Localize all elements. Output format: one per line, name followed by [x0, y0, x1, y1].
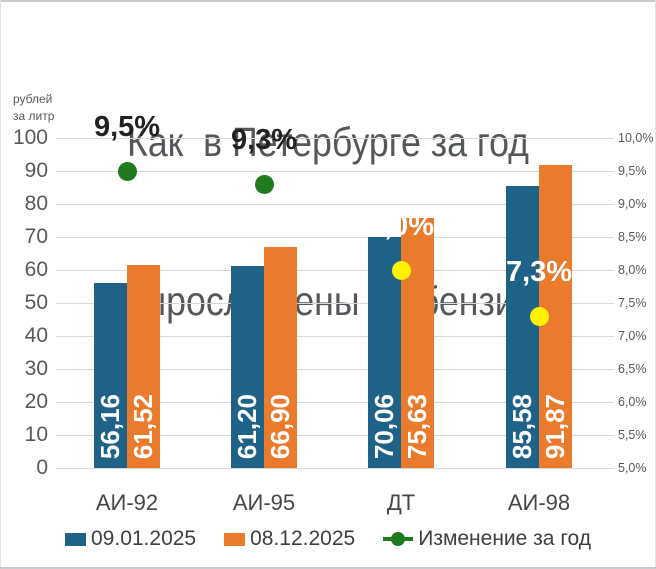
- bar-value-label: 66,90: [265, 393, 295, 459]
- bar-series-2: [401, 218, 434, 468]
- bar-value-label: 61,52: [128, 393, 158, 459]
- right-axis-tick-label: 5,5%: [618, 428, 647, 442]
- bar-value-label: 75,63: [402, 393, 432, 459]
- gridline: [56, 137, 614, 139]
- right-axis-tick-label: 8,0%: [618, 263, 647, 277]
- bottom-border: [0, 567, 656, 569]
- right-axis-tick-label: 9,5%: [618, 164, 647, 178]
- y-axis-tick-label: 90: [24, 159, 48, 182]
- right-axis-tick-label: 9,0%: [618, 197, 647, 211]
- legend-square-icon-jan: [65, 532, 86, 546]
- gridline: [56, 302, 614, 304]
- legend-label-jan: 09.01.2025: [91, 527, 197, 550]
- right-axis-tick-label: 7,5%: [618, 296, 647, 310]
- bar-value-label: 85,58: [507, 393, 537, 459]
- category-label: АИ-95: [232, 490, 296, 515]
- bar-value-label: 61,20: [232, 393, 262, 459]
- right-axis-tick-label: 6,5%: [618, 362, 647, 376]
- y-axis-unit-line1: рублей: [13, 92, 53, 106]
- left-border: [0, 0, 1, 569]
- y-axis-tick-label: 0: [36, 456, 48, 479]
- change-value-label: 7,3%: [505, 256, 573, 289]
- bar-series-1: [94, 283, 127, 468]
- bar-value-label: 56,16: [95, 393, 125, 459]
- y-axis-tick-label: 10: [24, 423, 48, 446]
- change-value-label: 9,5%: [93, 111, 161, 143]
- y-axis-tick-label: 20: [24, 390, 48, 413]
- category-label: АИ-92: [95, 490, 159, 515]
- right-axis-tick-label: 8,5%: [618, 230, 647, 244]
- y-axis-tick-label: 80: [24, 192, 48, 215]
- legend-dot-icon: [391, 532, 406, 546]
- legend-item-change: Изменение за год: [383, 527, 591, 551]
- bar-series-1: [231, 266, 264, 468]
- gridline: [56, 434, 614, 436]
- legend-label-change: Изменение за год: [418, 527, 591, 550]
- legend-line-dot-icon: [383, 532, 414, 546]
- y-axis-tick-label: 100: [12, 126, 48, 149]
- y-axis-tick-label: 40: [24, 324, 48, 347]
- y-axis-unit-line2: за литр: [13, 109, 55, 123]
- bar-value-label: 91,87: [540, 393, 570, 459]
- y-axis-tick-label: 60: [24, 258, 48, 281]
- gridline: [56, 269, 614, 271]
- right-axis-tick-label: 5,0%: [618, 461, 647, 475]
- gridline: [56, 401, 614, 403]
- bar-series-2: [264, 247, 297, 468]
- y-axis-tick-label: 50: [24, 291, 48, 314]
- gridline: [56, 203, 614, 205]
- y-axis-unit-label: рублей за литр: [13, 91, 54, 125]
- change-dot: [391, 260, 411, 280]
- bar-series-1: [506, 186, 539, 468]
- top-border: [0, 0, 656, 2]
- legend: 09.01.2025 08.12.2025 Изменение за год: [0, 527, 656, 551]
- category-label: АИ-98: [507, 490, 571, 515]
- gridline: [56, 335, 614, 337]
- legend-item-series-dec: 08.12.2025: [224, 527, 355, 551]
- change-dot: [254, 174, 274, 194]
- change-value-label: 9,3%: [230, 124, 298, 157]
- y-axis-tick-label: 30: [24, 357, 48, 380]
- right-axis-tick-label: 7,0%: [618, 329, 647, 343]
- gridline: [56, 236, 614, 238]
- legend-label-dec: 08.12.2025: [250, 527, 356, 550]
- gridline: [56, 170, 614, 172]
- gridline: [56, 368, 614, 370]
- y-axis-tick-label: 70: [24, 225, 48, 248]
- change-dot: [529, 306, 549, 326]
- chart-title-line1: Как в Петербурге за год: [127, 119, 529, 165]
- right-axis-tick-label: 10,0%: [618, 131, 654, 145]
- category-label: ДТ: [386, 490, 416, 515]
- legend-square-icon-dec: [224, 532, 246, 546]
- change-value-label: 8,0%: [367, 210, 435, 242]
- legend-item-series-jan: 09.01.2025: [65, 527, 196, 551]
- right-axis-tick-label: 6,0%: [618, 395, 647, 409]
- gridline: [56, 467, 614, 469]
- change-dot: [117, 161, 137, 181]
- bar-value-label: 70,06: [369, 393, 399, 459]
- bar-series-2: [127, 265, 160, 468]
